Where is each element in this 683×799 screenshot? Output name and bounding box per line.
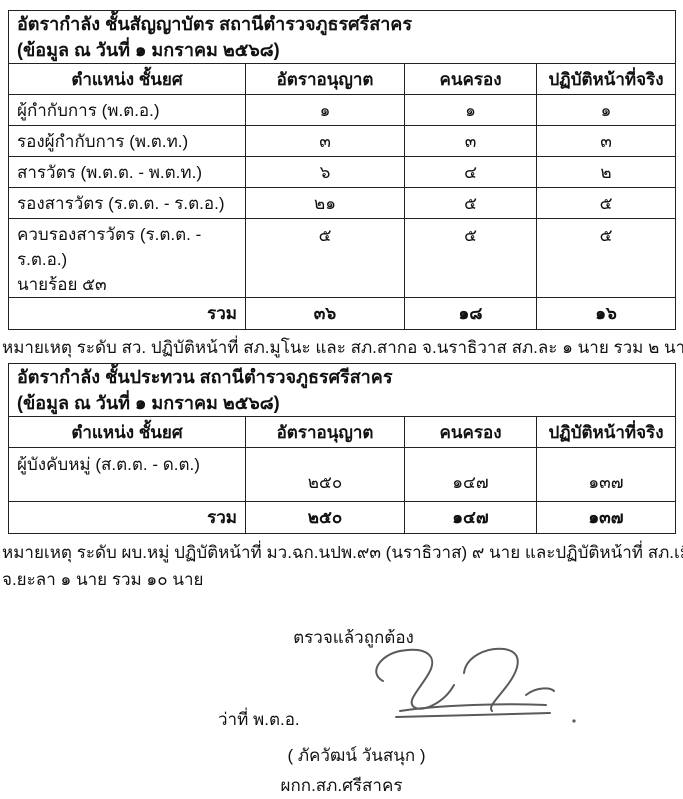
total-authorized-cell: ๒๕๐ (245, 501, 405, 534)
authorized-cell: ๓ (245, 125, 405, 157)
table-row: รองผู้กำกับการ (พ.ต.ท.) ๓ ๓ ๓ (8, 125, 677, 157)
column-header-actual-duty: ปฏิบัติหน้าที่จริง (536, 416, 676, 448)
position-cell: รองผู้กำกับการ (พ.ต.ท.) (8, 125, 246, 157)
total-occupied-cell: ๑๔๗ (404, 501, 537, 534)
table-row: รองสารวัตร (ร.ต.ต. - ร.ต.อ.) ๒๑ ๕ ๕ (8, 187, 677, 219)
occupied-cell: ๑๔๗ (404, 447, 537, 502)
authorized-cell: ๕ (245, 218, 405, 298)
table-title-cell: อัตรากำลัง ชั้นประทวน สถานีตำรวจภูธรศรีส… (8, 363, 676, 417)
actual-cell: ๕ (535, 187, 677, 219)
total-label: รวม (8, 501, 246, 534)
table-subtitle: (ข้อมูล ณ วันที่ ๑ มกราคม ๒๕๖๘) (17, 393, 280, 413)
table-row: ผู้บังคับหมู่ (ส.ต.ต. - ด.ต.) ๒๕๐ ๑๔๗ ๑๓… (8, 447, 676, 502)
position-cell: ผู้บังคับหมู่ (ส.ต.ต. - ด.ต.) (8, 447, 246, 502)
table-row: สารวัตร (พ.ต.ต. - พ.ต.ท.) ๖ ๔ ๒ (8, 156, 677, 188)
occupied-cell: ๑ (404, 94, 537, 126)
table-title: อัตรากำลัง ชั้นประทวน สถานีตำรวจภูธรศรีส… (17, 367, 393, 387)
position-cell: ควบรองสารวัตร (ร.ต.ต. - ร.ต.อ.) นายร้อย … (8, 218, 246, 298)
commissioned-note: หมายเหตุ ระดับ สว. ปฏิบัติหน้าที่ สภ.มูโ… (2, 338, 683, 357)
actual-cell: ๒ (535, 156, 677, 188)
non-commissioned-table: อัตรากำลัง ชั้นประทวน สถานีตำรวจภูธรศรีส… (8, 363, 676, 534)
position-cell: รองสารวัตร (ร.ต.ต. - ร.ต.อ.) (8, 187, 246, 219)
authorized-cell: ๒๑ (245, 187, 405, 219)
handwritten-signature (375, 647, 576, 723)
signer-position: ผกก.สภ.ศรีสาคร (280, 776, 403, 795)
position-line-1: ควบรองสารวัตร (ร.ต.ต. - ร.ต.อ.) (17, 225, 202, 269)
actual-cell: ๓ (535, 125, 677, 157)
column-header-authorized: อัตราอนุญาต (245, 63, 405, 95)
authorized-cell: ๒๕๐ (245, 447, 405, 502)
table-title-row: อัตรากำลัง ชั้นสัญญาบัตร สถานีตำรวจภูธรศ… (7, 10, 677, 64)
occupied-cell: ๕ (404, 218, 537, 298)
position-cell: สารวัตร (พ.ต.ต. - พ.ต.ท.) (8, 156, 246, 188)
position-cell: ผู้กำกับการ (พ.ต.อ.) (8, 94, 246, 126)
table-subtitle: (ข้อมูล ณ วันที่ ๑ มกราคม ๒๕๖๘) (17, 40, 280, 60)
header-row: ตำแหน่ง ชั้นยศ อัตราอนุญาต คนครอง ปฏิบัต… (8, 416, 676, 448)
occupied-cell: ๔ (404, 156, 537, 188)
note-line-1: หมายเหตุ ระดับ ผบ.หมู่ ปฏิบัติหน้าที่ มว… (2, 543, 683, 562)
table-row: ควบรองสารวัตร (ร.ต.ต. - ร.ต.อ.) นายร้อย … (8, 218, 677, 298)
table-row: ผู้กำกับการ (พ.ต.อ.) ๑ ๑ ๑ (8, 94, 677, 126)
total-authorized-cell: ๓๖ (245, 297, 405, 330)
commissioned-officers-table: อัตรากำลัง ชั้นสัญญาบัตร สถานีตำรวจภูธรศ… (7, 10, 677, 330)
table-title: อัตรากำลัง ชั้นสัญญาบัตร สถานีตำรวจภูธรศ… (17, 14, 413, 34)
column-header-actual-duty: ปฏิบัติหน้าที่จริง (535, 63, 677, 95)
total-actual-cell: ๑๓๗ (536, 501, 676, 534)
actual-cell: ๑๓๗ (536, 447, 676, 502)
approval-text: ตรวจแล้วถูกต้อง (293, 628, 414, 647)
occupied-cell: ๕ (404, 187, 537, 219)
column-header-position: ตำแหน่ง ชั้นยศ (8, 63, 246, 95)
column-header-authorized: อัตราอนุญาต (245, 416, 405, 448)
total-row: รวม ๒๕๐ ๑๔๗ ๑๓๗ (8, 501, 676, 534)
total-row: รวม ๓๖ ๑๘ ๑๖ (8, 297, 677, 330)
table-title-row: อัตรากำลัง ชั้นประทวน สถานีตำรวจภูธรศรีส… (8, 363, 676, 417)
actual-cell: ๕ (535, 218, 677, 298)
column-header-occupied: คนครอง (404, 63, 537, 95)
occupied-cell: ๓ (404, 125, 537, 157)
table-title-cell: อัตรากำลัง ชั้นสัญญาบัตร สถานีตำรวจภูธรศ… (7, 10, 677, 64)
column-header-position: ตำแหน่ง ชั้นยศ (8, 416, 246, 448)
actual-cell: ๑ (535, 94, 677, 126)
column-header-occupied: คนครอง (404, 416, 537, 448)
total-occupied-cell: ๑๘ (404, 297, 537, 330)
header-row: ตำแหน่ง ชั้นยศ อัตราอนุญาต คนครอง ปฏิบัต… (8, 63, 677, 95)
note-line-2: จ.ยะลา ๑ นาย รวม ๑๐ นาย (2, 570, 204, 589)
signer-name: ( ภัควัฒน์ วันสนุก ) (287, 746, 426, 765)
total-actual-cell: ๑๖ (535, 297, 677, 330)
authorized-cell: ๑ (245, 94, 405, 126)
position-line-2: นายร้อย ๕๓ (17, 275, 107, 294)
non-commissioned-note: หมายเหตุ ระดับ ผบ.หมู่ ปฏิบัติหน้าที่ มว… (2, 539, 683, 593)
signature-block: ตรวจแล้วถูกต้อง ว่าที่ พ.ต.อ. ( ภัควัฒน์… (0, 625, 683, 799)
total-label: รวม (8, 297, 246, 330)
document-page: อัตรากำลัง ชั้นสัญญาบัตร สถานีตำรวจภูธรศ… (0, 10, 683, 795)
authorized-cell: ๖ (245, 156, 405, 188)
